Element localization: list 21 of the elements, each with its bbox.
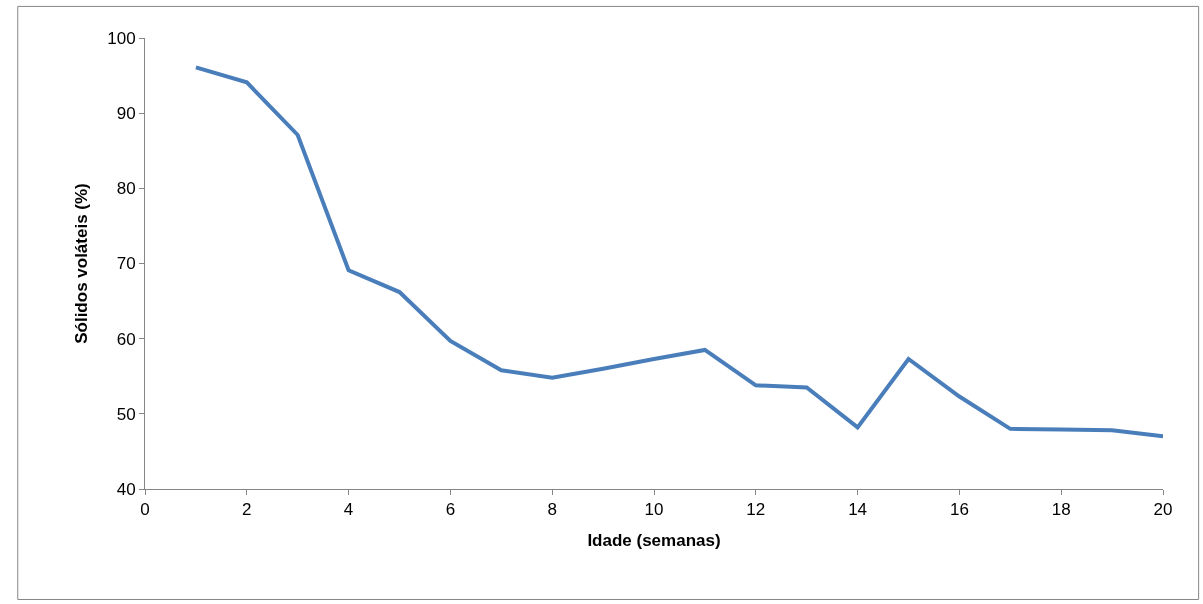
x-axis-title: Idade (semanas)	[587, 530, 721, 550]
y-axis-title: Sólidos voláteis (%)	[71, 183, 91, 344]
line-series	[193, 65, 1163, 439]
y-tick-label: 90	[116, 104, 136, 124]
x-tick-label: 8	[547, 500, 557, 520]
x-tick-label: 12	[746, 500, 766, 520]
y-tick-label: 60	[116, 329, 136, 349]
x-tick-label: 10	[644, 500, 664, 520]
x-tick-label: 18	[1051, 500, 1071, 520]
x-tick-label: 20	[1153, 500, 1173, 520]
y-tick-label: 80	[116, 179, 136, 199]
y-tick-label: 40	[116, 479, 136, 499]
x-tick-label: 6	[445, 500, 456, 520]
x-tick-label: 16	[949, 500, 969, 520]
x-tick-label: 0	[140, 500, 150, 520]
x-tick-label: 2	[242, 500, 252, 520]
x-tick-label: 4	[343, 500, 354, 520]
y-tick-label: 100	[107, 28, 136, 48]
x-tick-label: 14	[848, 500, 868, 520]
y-tick-label: 50	[116, 404, 136, 424]
y-tick-label: 70	[116, 254, 136, 274]
